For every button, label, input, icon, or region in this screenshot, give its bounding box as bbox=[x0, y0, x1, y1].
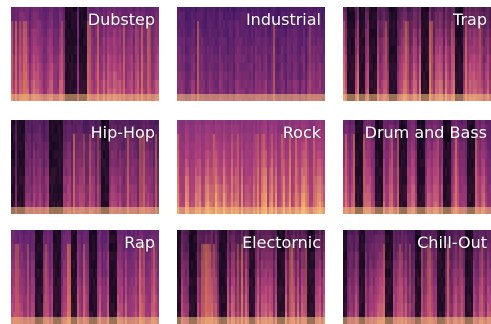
spectrogram-tile-drum-and-bass: Drum and Bass bbox=[343, 120, 491, 214]
spectrogram-image bbox=[343, 120, 491, 214]
genre-label: Industrial bbox=[245, 10, 321, 29]
spectrogram-image bbox=[11, 120, 159, 214]
genre-label: Dubstep bbox=[87, 10, 155, 29]
spectrogram-tile-rock: Rock bbox=[177, 120, 325, 214]
spectrogram-image bbox=[177, 230, 325, 324]
genre-label: Hip-Hop bbox=[90, 123, 155, 142]
spectrogram-tile-rap: Rap bbox=[11, 230, 159, 324]
spectrogram-tile-hip-hop: Hip-Hop bbox=[11, 120, 159, 214]
spectrogram-image bbox=[11, 7, 159, 101]
spectrogram-tile-electronic: Electornic bbox=[177, 230, 325, 324]
spectrogram-tile-dubstep: Dubstep bbox=[11, 7, 159, 101]
spectrogram-image bbox=[343, 7, 491, 101]
spectrogram-tile-trap: Trap bbox=[343, 7, 491, 101]
genre-label: Electornic bbox=[242, 233, 321, 252]
spectrogram-image bbox=[177, 7, 325, 101]
spectrogram-image bbox=[177, 120, 325, 214]
genre-label: Chill-Out bbox=[417, 233, 487, 252]
spectrogram-image bbox=[343, 230, 491, 324]
genre-label: Trap bbox=[453, 10, 487, 29]
spectrogram-image bbox=[11, 230, 159, 324]
genre-label: Drum and Bass bbox=[364, 123, 487, 142]
genre-label: Rap bbox=[124, 233, 155, 252]
spectrogram-tile-industrial: Industrial bbox=[177, 7, 325, 101]
genre-label: Rock bbox=[282, 123, 321, 142]
spectrogram-tile-chill-out: Chill-Out bbox=[343, 230, 491, 324]
